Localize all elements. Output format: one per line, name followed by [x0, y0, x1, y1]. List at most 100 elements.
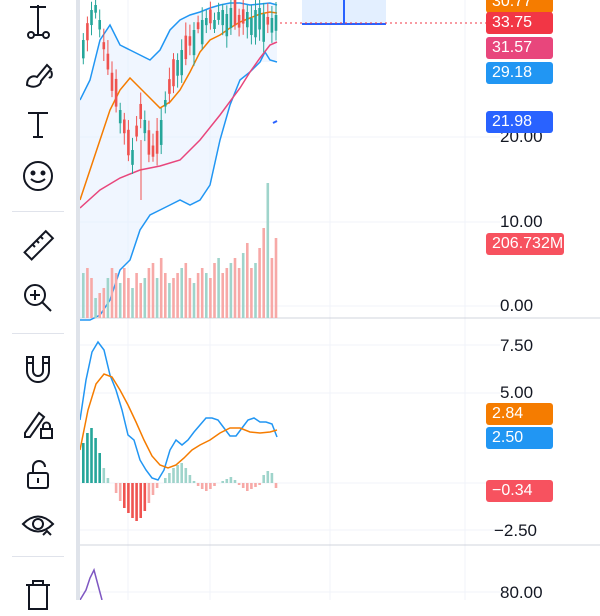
volume-bar	[102, 288, 106, 318]
macd-histogram-bar	[254, 483, 257, 487]
volume-bar	[196, 273, 200, 318]
unlock-tool[interactable]	[14, 452, 62, 496]
toolbar-divider	[12, 333, 64, 334]
volume-bar	[123, 268, 126, 318]
emoji-tool[interactable]	[14, 154, 62, 198]
volume-bar	[237, 268, 241, 318]
ruler-tool-icon	[23, 229, 55, 261]
volume-bar	[135, 273, 138, 318]
bollinger-lower-tail	[272, 120, 278, 124]
macd-histogram-bar	[82, 443, 85, 483]
volume-bar	[131, 288, 134, 318]
price-badge-last: 33.75	[486, 12, 553, 34]
eye-tool[interactable]	[14, 502, 62, 546]
bollinger-upper-line	[80, 2, 278, 101]
volume-bar	[164, 273, 167, 318]
moving-average-pink-line	[80, 41, 278, 209]
candlestick-series	[82, 0, 278, 200]
volume-bar	[192, 283, 196, 318]
macd-histogram-bar	[209, 483, 212, 489]
macd-histogram-bar	[233, 480, 237, 483]
macd-histogram-bar	[241, 483, 245, 488]
emoji-tool-icon	[23, 161, 53, 191]
macd-histogram-bar	[135, 483, 138, 521]
volume-bar	[217, 258, 220, 318]
volume-bar	[155, 278, 159, 318]
macd-histogram-bar	[155, 483, 159, 488]
volume-badge: 206.732M	[486, 233, 564, 255]
volume-histogram	[82, 183, 278, 318]
trash-tool[interactable]	[14, 572, 62, 616]
macd-signal-badge: 2.84	[486, 403, 553, 425]
macd-histogram-bar	[180, 463, 183, 483]
macd-value-badge: 2.50	[486, 427, 553, 449]
volume-bar	[188, 278, 192, 318]
macd-histogram-bar	[262, 475, 265, 483]
volume-bar	[205, 273, 208, 318]
magnet-tool-icon	[26, 356, 50, 383]
volume-bar	[106, 278, 110, 318]
magnet-tool[interactable]	[14, 348, 62, 392]
ruler-tool[interactable]	[14, 224, 62, 268]
volume-bar	[82, 273, 85, 318]
volume-bar	[258, 248, 261, 318]
price-badge-ma-fast: 30.77	[486, 0, 553, 13]
macd-histogram-bar	[205, 483, 208, 491]
volume-bar	[262, 228, 265, 318]
volume-bar	[250, 268, 253, 318]
macd-axis-label: 5.00	[500, 383, 534, 402]
volume-bar	[94, 298, 97, 318]
macd-histogram	[82, 428, 278, 521]
toolbar-divider	[12, 211, 64, 212]
macd-histogram-bar	[131, 483, 134, 518]
volume-bar	[176, 273, 179, 318]
macd-histogram-bar	[151, 483, 155, 495]
macd-histogram-bar	[176, 465, 179, 483]
macd-histogram-bar	[114, 483, 118, 493]
bollinger-band-fill	[80, 3, 277, 320]
volume-bar	[254, 263, 257, 318]
volume-bar	[172, 278, 175, 318]
macd-histogram-bar	[229, 477, 233, 483]
macd-histogram-bar	[143, 483, 147, 511]
volume-bar	[118, 283, 122, 318]
price-badge-ma-slow: 31.57	[486, 37, 553, 59]
lock-drawing-tool[interactable]	[14, 402, 62, 446]
macd-histogram-bar	[250, 483, 253, 489]
macd-axis-label: 7.50	[500, 336, 534, 355]
volume-bar	[233, 258, 237, 318]
text-tool[interactable]	[14, 102, 62, 146]
volume-bar	[184, 263, 188, 318]
zoom-in-tool[interactable]	[14, 276, 62, 320]
macd-histogram-bar	[102, 468, 106, 483]
macd-axis-label: −2.50	[494, 521, 538, 540]
volume-bar	[213, 263, 216, 318]
macd-histogram-bar	[237, 483, 241, 485]
macd-histogram-bar	[200, 483, 204, 489]
volume-bar	[147, 268, 151, 318]
toolbar-edge	[76, 0, 80, 600]
volume-bar	[270, 258, 274, 318]
macd-histogram-bar	[221, 481, 224, 483]
anchor-line-tool-icon	[27, 5, 50, 39]
macd-histogram-bar	[225, 479, 229, 483]
macd-histogram-bar	[90, 428, 93, 483]
macd-histogram-bar	[98, 453, 101, 483]
volume-bar	[151, 263, 155, 318]
volume-bar	[225, 268, 229, 318]
volume-bar	[90, 278, 93, 318]
toolbar-divider	[12, 556, 64, 557]
macd-histogram-bar	[258, 483, 261, 485]
macd-histogram-badge: −0.34	[486, 480, 553, 502]
macd-histogram-bar	[168, 473, 171, 483]
macd-histogram-bar	[139, 483, 142, 518]
volume-bar	[180, 268, 183, 318]
brush-tool[interactable]	[14, 52, 62, 96]
anchor-line-tool[interactable]	[14, 0, 62, 44]
chart-canvas[interactable]	[80, 0, 600, 600]
macd-histogram-bar	[123, 483, 126, 508]
eye-tool-icon	[21, 515, 55, 536]
macd-histogram-bar	[274, 483, 278, 488]
macd-histogram-bar	[266, 471, 270, 483]
volume-bar	[86, 268, 89, 318]
